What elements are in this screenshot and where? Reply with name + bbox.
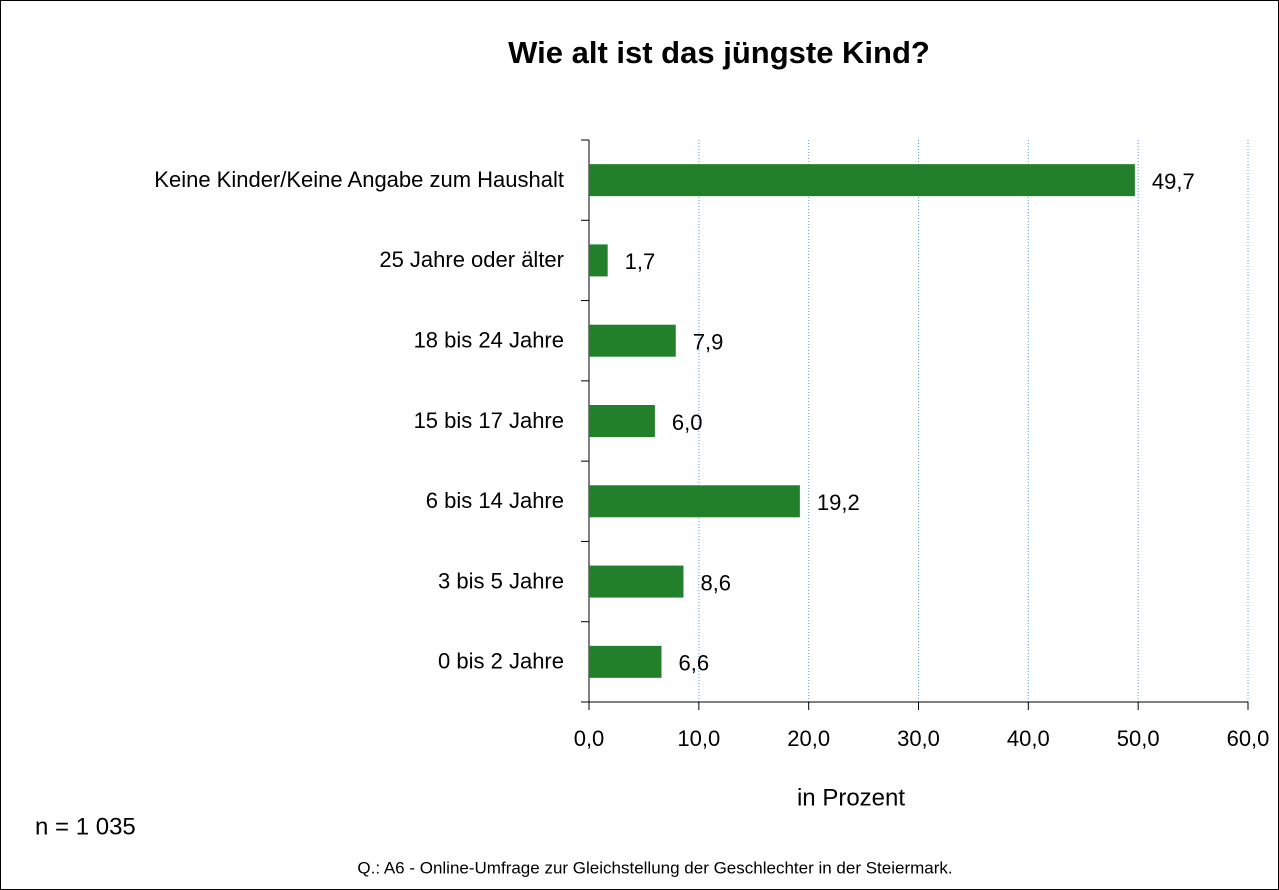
bar (589, 485, 800, 518)
x-tick-label: 20,0 (787, 726, 830, 751)
value-label: 7,9 (693, 330, 724, 355)
sample-size: n = 1 035 (35, 813, 136, 840)
y-tick-label: 6 bis 14 Jahre (426, 488, 564, 513)
y-tick-label: 18 bis 24 Jahre (414, 328, 564, 353)
bar (589, 244, 608, 277)
x-tick-label: 40,0 (1007, 726, 1050, 751)
bar (589, 324, 676, 357)
bar (589, 645, 662, 678)
bar (589, 164, 1135, 197)
x-tick-label: 60,0 (1227, 726, 1270, 751)
y-tick-label: 3 bis 5 Jahre (438, 568, 564, 593)
value-label: 49,7 (1152, 169, 1195, 194)
x-tick-label: 10,0 (677, 726, 720, 751)
value-label: 6,6 (678, 651, 709, 676)
bar (589, 565, 684, 598)
value-label: 19,2 (817, 490, 860, 515)
value-label: 1,7 (625, 249, 656, 274)
y-tick-label: Keine Kinder/Keine Angabe zum Haushalt (154, 167, 564, 192)
x-tick-label: 30,0 (897, 726, 940, 751)
source-note: Q.: A6 - Online-Umfrage zur Gleichstellu… (357, 858, 952, 877)
x-tick-label: 0,0 (574, 726, 605, 751)
x-tick-label: 50,0 (1117, 726, 1160, 751)
value-label: 6,0 (672, 410, 703, 435)
x-axis-label: in Prozent (797, 784, 905, 811)
y-tick-label: 15 bis 17 Jahre (414, 408, 564, 433)
value-label: 8,6 (700, 570, 731, 595)
y-tick-label: 0 bis 2 Jahre (438, 649, 564, 674)
chart-title: Wie alt ist das jüngste Kind? (508, 35, 930, 70)
bar (589, 405, 655, 437)
y-tick-label: 25 Jahre oder älter (379, 247, 564, 272)
